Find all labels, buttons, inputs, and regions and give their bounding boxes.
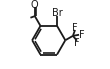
Text: O: O bbox=[31, 0, 38, 10]
Text: F: F bbox=[72, 23, 78, 33]
Text: F: F bbox=[74, 38, 80, 48]
Text: F: F bbox=[79, 30, 84, 40]
Text: Br: Br bbox=[52, 8, 62, 18]
